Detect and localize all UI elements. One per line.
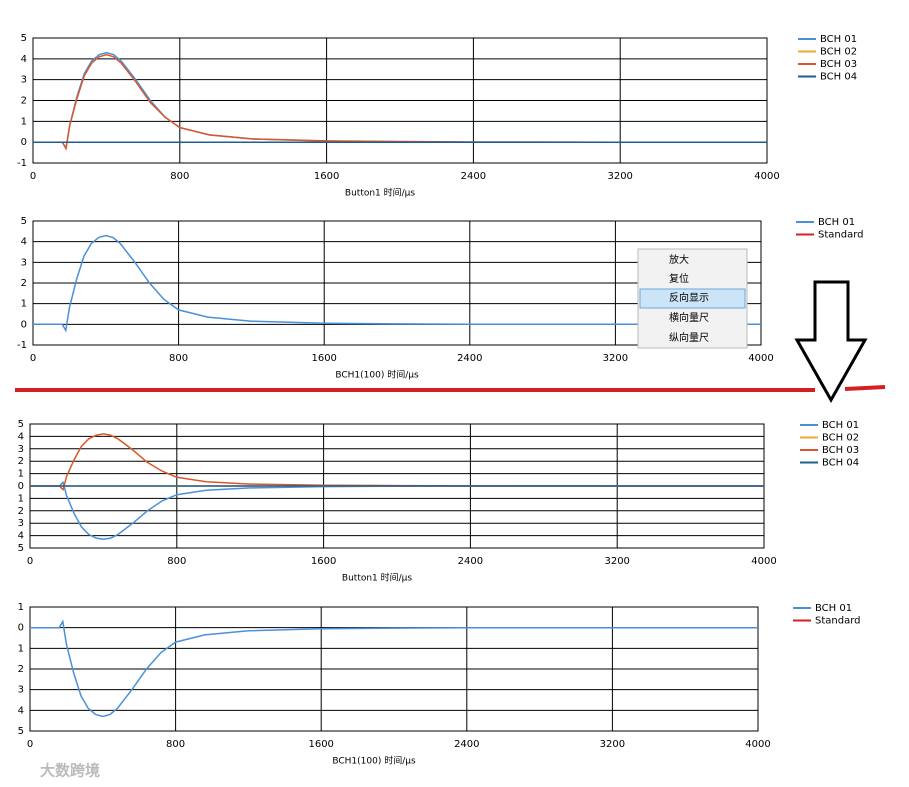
plot-frame	[32, 37, 768, 164]
arrow	[794, 280, 868, 404]
watermark: 大数跨境	[40, 762, 100, 780]
y-tick-label: 1	[18, 469, 24, 480]
legend-label: BCH 04	[820, 72, 857, 83]
x-tick-label: 800	[167, 556, 186, 567]
x-tick-label: 3200	[604, 556, 629, 567]
x-axis-label: Button1 时间/μs	[342, 572, 412, 584]
plot-frame	[32, 220, 762, 346]
x-tick-label: 4000	[748, 353, 773, 364]
y-tick-label: 0	[18, 481, 24, 492]
x-tick-label: 1600	[311, 556, 336, 567]
menu-item[interactable]: 放大	[669, 253, 689, 266]
x-tick-label: 4000	[754, 171, 779, 182]
legend-label: BCH 02	[820, 47, 857, 58]
y-tick-label: 4	[18, 431, 24, 442]
y-tick-label: 0	[21, 137, 27, 148]
divider	[844, 385, 886, 391]
x-tick-label: 3200	[600, 739, 625, 750]
y-tick-label: 5	[18, 419, 24, 430]
y-tick-label: 5	[21, 216, 27, 227]
x-tick-label: 3200	[603, 353, 628, 364]
y-tick-label: -1	[17, 158, 27, 169]
menu-item[interactable]: 反向显示	[669, 291, 709, 304]
y-tick-label: 0	[18, 623, 24, 634]
series-line	[33, 234, 761, 333]
x-tick-label: 2400	[454, 739, 479, 750]
x-axis-label: Button1 时间/μs	[345, 187, 415, 199]
x-tick-label: 4000	[751, 556, 776, 567]
y-tick-label: 1	[21, 299, 27, 310]
menu-item[interactable]: 横向量尺	[669, 311, 709, 324]
plot-frame	[29, 606, 759, 732]
x-tick-label: 0	[30, 171, 36, 182]
legend-label: BCH 01	[820, 34, 857, 45]
y-tick-label: 3	[18, 444, 24, 455]
y-tick-label: 2	[21, 96, 27, 107]
legend-label: Standard	[815, 616, 861, 627]
y-tick-label: 2	[18, 664, 24, 675]
menu-item[interactable]: 纵向量尺	[669, 331, 709, 344]
x-tick-label: 2400	[457, 353, 482, 364]
x-tick-label: 800	[166, 739, 185, 750]
y-tick-label: 4	[18, 705, 24, 716]
y-tick-label: 1	[18, 493, 24, 504]
y-tick-label: 3	[18, 685, 24, 696]
legend-label: BCH 02	[822, 433, 859, 444]
series-line	[30, 619, 758, 718]
x-axis-label: BCH1(100) 时间/μs	[332, 755, 416, 767]
x-tick-label: 1600	[314, 171, 339, 182]
y-tick-label: 1	[18, 643, 24, 654]
menu-item[interactable]: 复位	[669, 272, 689, 285]
y-tick-label: 5	[18, 543, 24, 554]
legend-label: BCH 01	[815, 603, 852, 614]
y-tick-label: 3	[18, 518, 24, 529]
legend-label: BCH 03	[820, 59, 857, 70]
x-tick-label: 0	[30, 353, 36, 364]
menu-highlight	[639, 288, 746, 309]
context-menu: 放大 复位 反向显示 横向量尺 纵向量尺	[637, 248, 748, 349]
legend-label: Standard	[818, 230, 864, 241]
y-tick-label: 3	[21, 75, 27, 86]
y-tick-label: 1	[18, 602, 24, 613]
x-tick-label: 800	[169, 353, 188, 364]
x-tick-label: 1600	[308, 739, 333, 750]
y-tick-label: 3	[21, 257, 27, 268]
x-tick-label: 2400	[461, 171, 486, 182]
y-tick-label: 5	[18, 726, 24, 737]
legend-label: BCH 04	[822, 458, 859, 469]
y-tick-label: 2	[18, 506, 24, 517]
y-tick-label: -1	[17, 340, 27, 351]
y-tick-label: 0	[21, 319, 27, 330]
y-tick-label: 1	[21, 116, 27, 127]
x-tick-label: 0	[27, 739, 33, 750]
y-tick-label: 5	[21, 33, 27, 44]
legend-label: BCH 01	[822, 420, 859, 431]
x-tick-label: 2400	[458, 556, 483, 567]
series-line	[30, 433, 764, 492]
x-axis-label: BCH1(100) 时间/μs	[335, 369, 419, 381]
series-line	[33, 53, 767, 151]
x-tick-label: 800	[170, 171, 189, 182]
x-tick-label: 1600	[311, 353, 336, 364]
x-tick-label: 4000	[745, 739, 770, 750]
chart: 5 4 3 2 1 0 1 0 800 1600 2400 3200 4000 BCH1(100) 时间/…	[18, 602, 861, 767]
x-tick-label: 0	[27, 556, 33, 567]
y-tick-label: 2	[21, 278, 27, 289]
legend-label: BCH 03	[822, 445, 859, 456]
y-tick-label: 4	[21, 237, 27, 248]
y-tick-label: 4	[18, 531, 24, 542]
y-tick-label: 4	[21, 54, 27, 65]
legend-label: BCH 01	[818, 217, 855, 228]
y-tick-label: 2	[18, 456, 24, 467]
x-tick-label: 3200	[607, 171, 632, 182]
